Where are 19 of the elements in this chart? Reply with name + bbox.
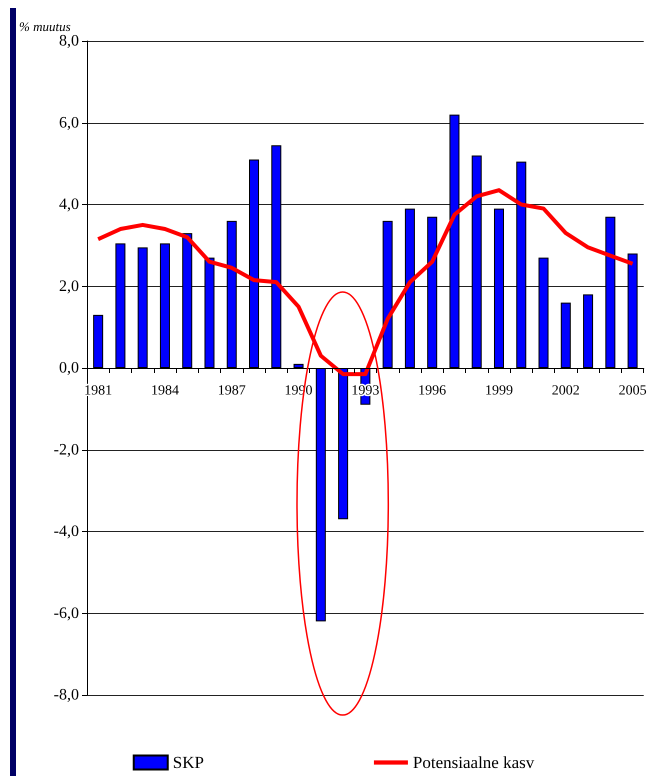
y-tick-label: 6,0 — [59, 114, 79, 132]
y-tick-label: -6,0 — [54, 604, 79, 622]
y-tick-label: 0,0 — [59, 360, 79, 376]
x-tick-label: 1996 — [418, 384, 446, 398]
x-tick-label: 2002 — [552, 384, 580, 398]
legend-label: SKP — [172, 753, 204, 772]
y-tick-label: -2,0 — [54, 441, 79, 458]
x-tick-label: 1987 — [218, 384, 246, 398]
y-tick-label: 2,0 — [59, 278, 79, 295]
x-tick-label: 2005 — [618, 384, 647, 398]
y-tick-label: -8,0 — [54, 686, 79, 704]
y-tick-label: 4,0 — [59, 196, 79, 213]
x-tick-label: 1999 — [484, 384, 513, 398]
x-tick-label: 1984 — [150, 384, 179, 398]
line-series — [96, 188, 635, 376]
y-tick-label: 8,0 — [59, 32, 79, 50]
y-tick-label: -4,0 — [54, 523, 79, 540]
y-axis-title: % muutus — [19, 19, 71, 34]
legend-label: Potensiaalne kasv — [412, 753, 535, 772]
